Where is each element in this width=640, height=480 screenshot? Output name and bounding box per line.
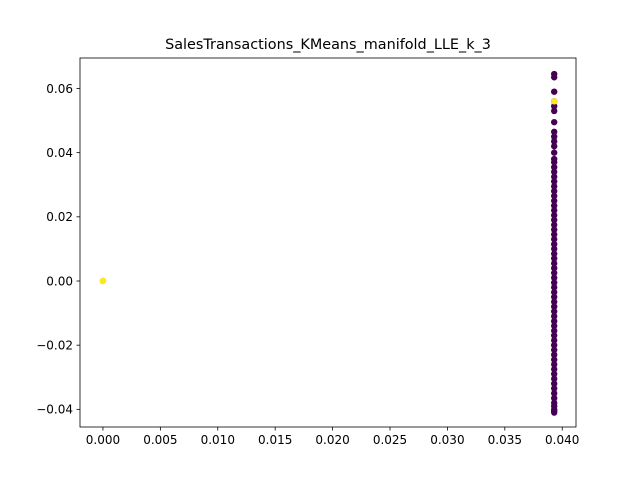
data-point-cluster-0 (550, 159, 558, 166)
data-point-cluster-0 (550, 289, 558, 296)
data-point-cluster-0 (550, 216, 558, 224)
axes-layer: 0.000 0.005 0.010 0.015 0.020 0.025 0.030 0.035… (36, 57, 579, 447)
data-point-cluster-0 (550, 390, 558, 397)
data-point-cluster-0 (550, 118, 558, 126)
data-point-cluster-0 (550, 187, 558, 195)
data-point-cluster-0 (550, 351, 558, 358)
data-point-cluster-0 (550, 197, 558, 204)
data-point-cluster-0 (550, 74, 558, 81)
data-point-cluster-0 (550, 202, 558, 209)
y-tick-label: 0.02 (46, 210, 73, 224)
data-point-cluster-0 (550, 361, 558, 368)
chart-title: SalesTransactions_KMeans_manifold_LLE_k_… (165, 37, 491, 53)
data-point-cluster-0 (550, 293, 558, 301)
x-tick-label: 0.035 (488, 433, 522, 447)
data-point-cluster-0 (550, 327, 558, 334)
data-point-cluster-1 (550, 98, 558, 105)
plot-frame (79, 57, 577, 428)
data-point-cluster-0 (550, 375, 558, 383)
data-point-cluster-0 (550, 107, 558, 115)
data-point-cluster-0 (550, 366, 558, 373)
data-point-cluster-0 (550, 133, 558, 140)
data-point-cluster-0 (550, 264, 558, 272)
data-point-cluster-0 (550, 385, 558, 392)
y-tick-label: −0.04 (36, 403, 73, 417)
x-tick-label: 0.015 (258, 433, 292, 447)
data-point-cluster-0 (550, 102, 558, 110)
x-tick-label: 0.000 (86, 433, 120, 447)
data-point-cluster-0 (550, 332, 558, 339)
data-point-cluster-0 (550, 317, 558, 325)
data-point-cluster-0 (550, 149, 558, 156)
y-tick-label: 0.06 (46, 82, 73, 96)
data-point-cluster-1 (99, 277, 106, 285)
data-point-cluster-0 (550, 308, 558, 315)
data-point-cluster-0 (550, 236, 558, 243)
data-point-cluster-0 (550, 298, 558, 306)
x-tick-label: 0.010 (201, 433, 235, 447)
data-point-cluster-0 (550, 245, 558, 253)
x-tick-label: 0.025 (373, 433, 407, 447)
y-tick-label: 0.00 (46, 274, 73, 288)
data-point-cluster-0 (550, 303, 558, 310)
data-point-cluster-0 (550, 337, 558, 344)
data-point-cluster-0 (550, 279, 558, 286)
data-point-cluster-0 (550, 183, 558, 190)
y-tick-label: −0.02 (36, 338, 73, 352)
x-tick-label: 0.030 (430, 433, 464, 447)
data-point-cluster-0 (550, 260, 558, 267)
data-point-cluster-0 (550, 173, 558, 180)
data-point-cluster-0 (550, 380, 558, 387)
data-point-cluster-0 (550, 128, 558, 135)
data-point-cluster-0 (550, 168, 558, 176)
data-point-cluster-0 (550, 226, 558, 233)
data-point-cluster-0 (550, 138, 558, 145)
data-point-cluster-0 (550, 341, 558, 349)
data-point-cluster-0 (550, 143, 558, 150)
data-point-cluster-0 (550, 192, 558, 200)
data-point-cluster-0 (550, 212, 558, 219)
data-point-cluster-0 (550, 409, 558, 416)
data-point-cluster-0 (550, 274, 558, 281)
data-point-cluster-0 (550, 284, 558, 291)
data-point-cluster-0 (550, 370, 558, 378)
data-point-cluster-0 (550, 88, 558, 95)
data-point-cluster-0 (550, 269, 558, 277)
points-layer (99, 70, 558, 416)
data-point-cluster-0 (550, 221, 558, 229)
data-point-cluster-0 (550, 356, 558, 363)
data-point-cluster-0 (550, 394, 558, 402)
data-point-cluster-0 (550, 346, 558, 354)
data-point-cluster-0 (550, 240, 558, 248)
data-point-cluster-0 (550, 255, 558, 262)
x-tick-label: 0.040 (545, 433, 579, 447)
x-tick-label: 0.005 (143, 433, 177, 447)
data-point-cluster-0 (550, 207, 558, 214)
data-point-cluster-0 (550, 322, 558, 330)
x-tick-label: 0.020 (315, 433, 349, 447)
data-point-cluster-0 (550, 313, 558, 320)
data-point-cluster-0 (550, 250, 558, 257)
data-point-cluster-0 (550, 163, 558, 171)
data-point-cluster-0 (550, 178, 558, 185)
data-point-cluster-0 (550, 231, 558, 238)
y-tick-label: 0.04 (46, 146, 73, 160)
